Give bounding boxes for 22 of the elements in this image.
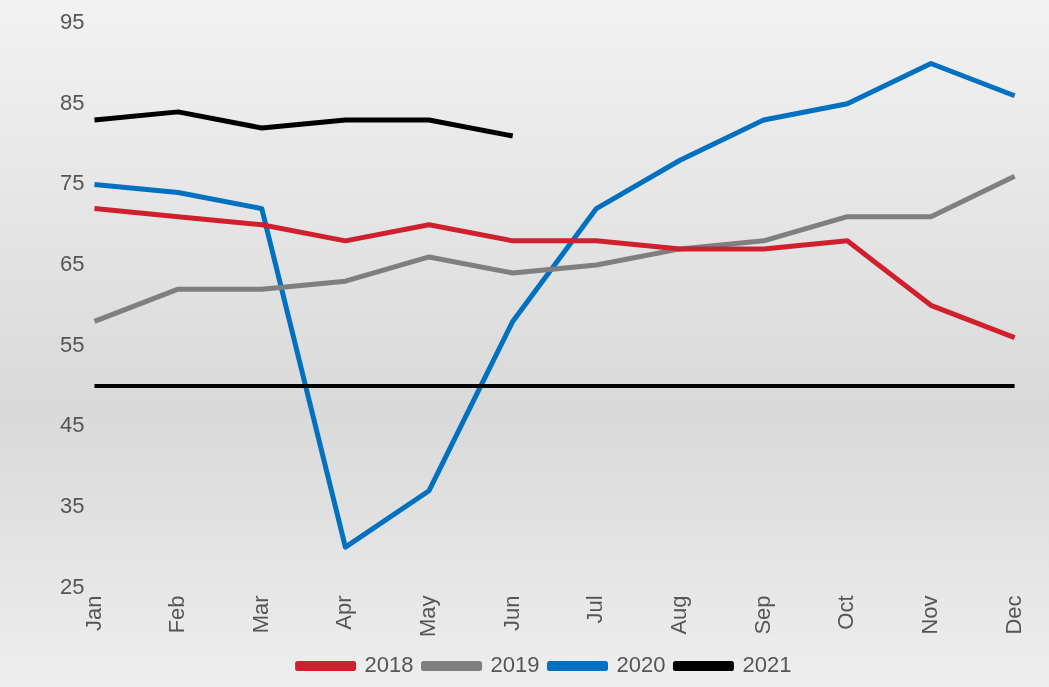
y-tick-label: 65	[59, 251, 85, 277]
legend-label: 2018	[364, 652, 414, 678]
y-tick-label: 55	[59, 331, 85, 357]
y-tick-label: 35	[59, 492, 85, 518]
x-tick-label: Jul	[582, 595, 608, 624]
x-tick-label: Oct	[833, 595, 859, 630]
x-tick-label: Apr	[331, 595, 357, 630]
x-tick-label: Mar	[247, 595, 273, 634]
x-tick-label: May	[415, 595, 441, 637]
legend-label: 2021	[742, 652, 792, 678]
x-tick-label: Nov	[917, 595, 943, 635]
y-tick-label: 85	[59, 89, 85, 115]
x-tick-label: Dec	[1000, 595, 1026, 635]
x-tick-label: Sep	[749, 595, 775, 635]
y-tick-label: 95	[59, 9, 85, 35]
y-tick-label: 75	[59, 170, 85, 196]
y-tick-label: 45	[59, 412, 85, 438]
x-tick-label: Feb	[164, 595, 190, 634]
legend-label: 2020	[616, 652, 666, 678]
x-tick-label: Jun	[498, 595, 524, 631]
x-tick-label: Aug	[666, 595, 692, 635]
legend-label: 2019	[490, 652, 540, 678]
